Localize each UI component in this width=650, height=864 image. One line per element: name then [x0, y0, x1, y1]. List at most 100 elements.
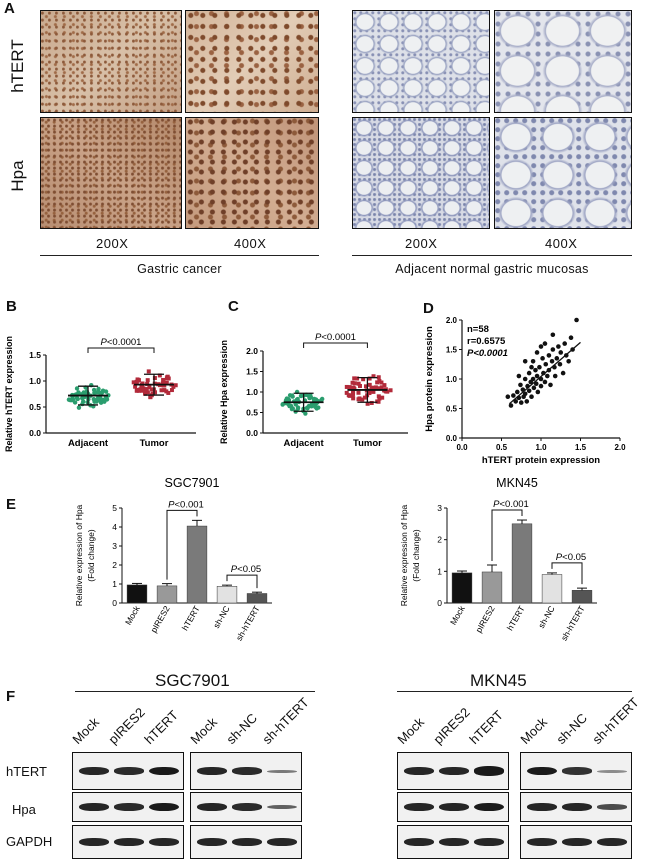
data-point	[511, 393, 516, 398]
western-blot-strip	[190, 792, 302, 822]
bar	[246, 593, 268, 604]
western-protein-label-gapdh: GAPDH	[6, 834, 53, 849]
western-band	[404, 803, 434, 811]
western-band	[474, 766, 504, 776]
western-band	[79, 767, 109, 775]
data-point	[373, 385, 378, 390]
y-tick-label: 1.5	[246, 367, 258, 377]
data-point	[72, 400, 78, 405]
data-point	[574, 317, 579, 323]
data-point	[289, 406, 295, 412]
western-blot-strip	[397, 825, 509, 859]
data-point	[289, 393, 295, 398]
chart-title: MKN45	[496, 476, 538, 490]
y-tick-label: 1	[437, 566, 442, 576]
western-band	[232, 838, 262, 846]
data-point	[153, 390, 158, 395]
data-point	[534, 350, 540, 355]
x-tick-label: Mock	[123, 603, 142, 626]
micrograph-normal-mucosa-htert-200x	[352, 10, 490, 113]
data-point	[538, 344, 544, 349]
data-point	[529, 394, 534, 399]
group-label-normal-mucosa: Adjacent normal gastric mucosas	[395, 262, 589, 276]
data-point	[371, 389, 376, 394]
bar	[126, 584, 148, 604]
y-axis-label-line1: Relative expression of Hpa	[74, 504, 84, 606]
data-point	[382, 383, 387, 388]
x-tick-label: Tumor	[140, 438, 169, 449]
data-point	[165, 375, 170, 380]
western-blot-strip	[72, 752, 184, 790]
data-point	[94, 397, 100, 403]
western-band	[232, 767, 262, 775]
western-band	[114, 803, 144, 811]
y-tick-label: 1.0	[29, 376, 41, 386]
data-point	[303, 411, 308, 416]
y-axis-label: Hpa protein expression	[424, 326, 435, 432]
data-point	[143, 391, 148, 396]
data-point	[518, 382, 523, 388]
western-band	[562, 803, 592, 811]
data-point	[319, 396, 325, 402]
data-point	[344, 384, 349, 389]
western-blot-strip	[72, 792, 184, 822]
data-point	[377, 396, 382, 401]
panel-a-label: A	[4, 0, 15, 17]
data-point	[505, 394, 511, 399]
data-point	[298, 393, 304, 399]
y-axis-label: Relative hTERT expression	[4, 336, 14, 452]
y-tick-label: 2.0	[446, 316, 458, 325]
magnification-400x-cancer: 400X	[234, 236, 267, 251]
data-point	[352, 376, 357, 381]
bar	[186, 525, 208, 604]
data-point	[356, 381, 361, 386]
data-point	[169, 388, 174, 393]
western-band	[149, 802, 179, 812]
data-point	[377, 378, 382, 383]
bar	[571, 590, 593, 604]
p-value-label: P<0.0001	[315, 332, 356, 343]
data-point	[146, 369, 151, 374]
y-tick-label: 0.5	[246, 408, 258, 418]
micrograph-gastric-cancer-htert-200x	[40, 10, 182, 113]
data-point	[549, 359, 555, 364]
y-tick-label: 1.0	[446, 375, 458, 384]
data-point	[518, 400, 524, 405]
x-tick-label: 1.0	[535, 443, 547, 452]
stat-label: n=58	[467, 324, 489, 335]
western-band	[597, 804, 627, 810]
data-point	[562, 341, 567, 346]
data-point	[369, 386, 374, 391]
western-blot-strip	[72, 825, 184, 859]
bar	[511, 523, 533, 604]
data-point	[352, 381, 357, 386]
data-point	[375, 380, 380, 385]
western-cell-label-mkn45: MKN45	[470, 671, 527, 690]
data-point	[314, 406, 319, 411]
data-point	[379, 380, 384, 385]
data-point	[133, 384, 138, 389]
data-point	[94, 390, 100, 395]
western-band	[404, 838, 434, 846]
data-point	[508, 403, 514, 408]
western-band	[79, 838, 109, 846]
x-tick-label: Tumor	[353, 438, 382, 449]
data-point	[558, 350, 564, 355]
micrograph-gastric-cancer-hpa-400x	[185, 117, 319, 229]
panel-d-label: D	[423, 300, 434, 317]
magnification-200x-cancer: 200X	[96, 236, 129, 251]
y-tick-label: 5	[112, 503, 117, 513]
western-lane-label: sh-NC	[223, 710, 261, 747]
data-point	[524, 399, 530, 404]
p-value-label: P<0.001	[493, 499, 529, 510]
x-tick-label: 2.0	[614, 443, 626, 452]
western-band	[267, 769, 297, 773]
y-tick-label: 0.0	[246, 428, 258, 438]
data-point	[360, 397, 365, 402]
western-band	[114, 767, 144, 775]
significance-bracket	[303, 342, 368, 348]
stat-label: r=0.6575	[467, 336, 506, 347]
x-tick-label: 1.5	[575, 443, 587, 452]
data-point	[81, 390, 86, 395]
significance-bracket	[226, 574, 258, 589]
